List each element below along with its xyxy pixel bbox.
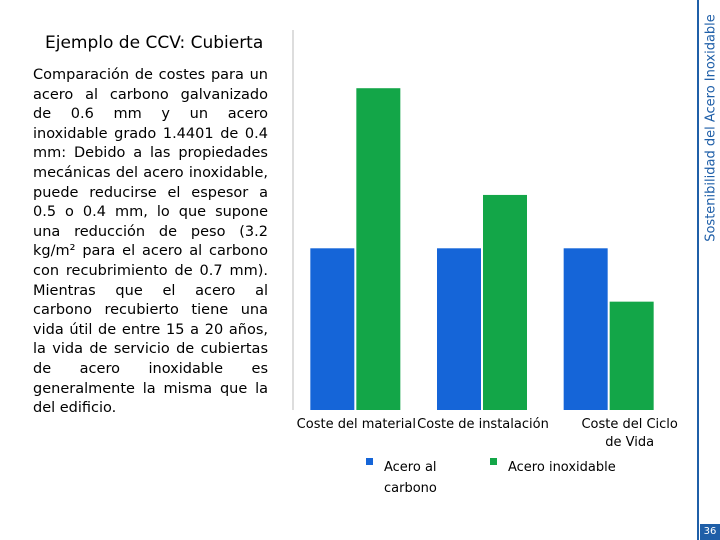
slide-title: Ejemplo de CCV: Cubierta xyxy=(45,33,264,53)
legend-label-line: Acero al xyxy=(384,460,437,475)
x-tick-label-line: de Vida xyxy=(605,435,654,450)
legend-label-line: carbono xyxy=(384,481,437,496)
body-text: Comparación de costes para un acero al c… xyxy=(33,67,268,417)
bar xyxy=(563,248,608,410)
legend-swatch xyxy=(366,458,373,465)
bar xyxy=(609,301,654,410)
bar xyxy=(483,194,527,410)
sidebar-text: Sostenibilidad del Acero Inoxidable xyxy=(703,14,718,242)
legend-label: Acero inoxidable xyxy=(508,460,616,475)
x-tick-label: Coste de instalación xyxy=(417,417,549,432)
bar xyxy=(437,248,481,410)
page-number: 36 xyxy=(700,524,720,540)
sidebar: Sostenibilidad del Acero Inoxidable xyxy=(697,0,720,540)
x-tick-label: Coste del material xyxy=(297,417,416,432)
chart: Coste del material Coste de instalación Co… xyxy=(292,30,678,496)
x-tick-label: Coste del Ciclo de Vida xyxy=(581,417,677,450)
bar xyxy=(310,248,355,410)
legend-label: Acero al carbono xyxy=(384,460,437,496)
bar xyxy=(356,88,401,410)
legend-swatch xyxy=(490,458,497,465)
x-tick-label-line: Coste del Ciclo xyxy=(581,417,677,432)
